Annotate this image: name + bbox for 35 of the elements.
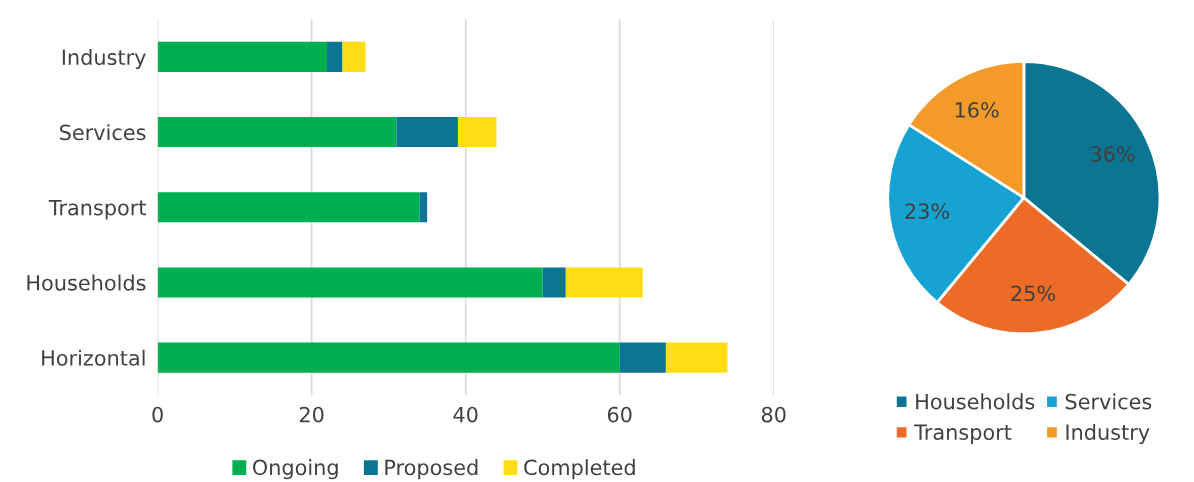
legend-label: Ongoing [252, 459, 338, 480]
y-tick-label: Horizontal [42, 349, 145, 366]
data-label: 23% [905, 203, 950, 219]
x-tick-label: 0 [152, 406, 163, 423]
x-tick-label: 20 [299, 406, 324, 423]
bar [665, 342, 728, 373]
legend-label: Industry [1066, 423, 1150, 445]
legend-label: Services [1065, 393, 1152, 410]
y-tick-label: Services [60, 124, 146, 141]
x-tick-label: 40 [453, 406, 478, 423]
legend-label: Completed [524, 459, 635, 480]
bar [157, 41, 328, 72]
bar [342, 41, 366, 72]
bar [327, 41, 343, 72]
bar [619, 342, 666, 373]
y-tick-label: Transport [48, 199, 146, 220]
bar [457, 117, 497, 148]
x-tick-label: 80 [761, 406, 786, 423]
legend-label: Transport [914, 424, 1012, 445]
bar [157, 117, 397, 148]
data-label: 25% [1011, 285, 1056, 302]
bar [542, 267, 566, 298]
bar [157, 342, 620, 373]
legend-label: Proposed [385, 459, 478, 480]
bar [157, 192, 420, 223]
bar [419, 192, 428, 223]
y-tick-label: Households [27, 274, 146, 291]
bar [396, 117, 458, 148]
bar [565, 267, 643, 298]
data-label: 16% [955, 102, 999, 118]
bar [157, 267, 543, 298]
x-tick-label: 60 [607, 406, 632, 423]
legend-label: Households [916, 393, 1035, 410]
data-label: 36% [1090, 146, 1135, 162]
y-tick-label: Industry [62, 48, 146, 70]
